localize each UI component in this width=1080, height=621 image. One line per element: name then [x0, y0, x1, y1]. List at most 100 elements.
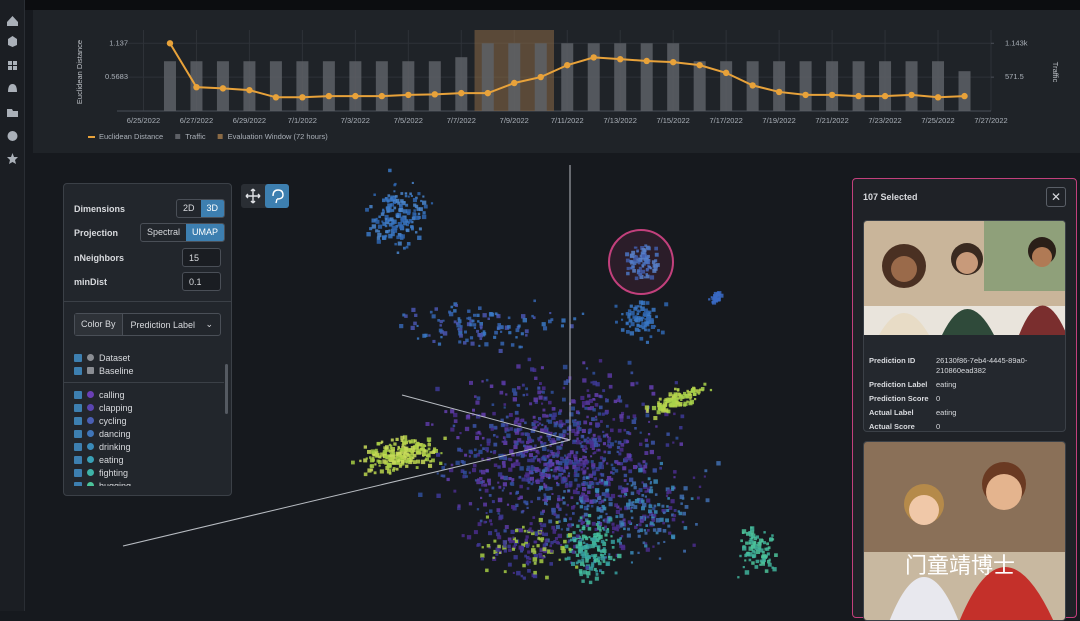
- checkbox[interactable]: [74, 481, 82, 486]
- embedding-point: [603, 518, 608, 523]
- embedding-point: [450, 409, 455, 414]
- embedding-point: [466, 535, 472, 540]
- embedding-point: [590, 481, 595, 486]
- checkbox[interactable]: [74, 403, 82, 412]
- embedding-point: [636, 323, 640, 327]
- image-thumbnail: [864, 442, 1065, 620]
- home-icon[interactable]: [7, 16, 18, 26]
- embedding-point: [603, 553, 606, 556]
- star-icon[interactable]: [7, 153, 18, 164]
- close-button[interactable]: ✕: [1046, 187, 1066, 207]
- embedding-point: [692, 543, 696, 547]
- color-swatch: [87, 404, 94, 411]
- embedding-point: [548, 453, 552, 457]
- embedding-point: [673, 509, 677, 512]
- embedding-point: [650, 318, 654, 322]
- option[interactable]: UMAP: [186, 224, 225, 241]
- embedding-point: [475, 431, 479, 435]
- x-tick-label: 7/7/2022: [447, 116, 476, 125]
- embedding-point: [639, 336, 644, 341]
- embedding-point: [528, 453, 533, 458]
- embedding-point: [369, 456, 372, 459]
- bar: [481, 43, 494, 112]
- min-dist-input[interactable]: 0.1: [182, 272, 221, 291]
- embedding-point: [431, 423, 434, 426]
- move-tool[interactable]: [241, 184, 265, 208]
- embedding-point: [671, 517, 676, 522]
- embedding-point: [587, 394, 591, 398]
- embedding-point: [525, 478, 529, 482]
- embedding-point: [558, 433, 563, 438]
- embedding-point: [568, 547, 572, 551]
- embedding-point: [644, 531, 648, 535]
- embedding-point: [536, 420, 539, 424]
- embedding-point: [562, 501, 566, 505]
- lasso-tool[interactable]: [265, 184, 289, 208]
- embedding-point: [531, 314, 534, 318]
- embedding-point: [633, 306, 638, 311]
- embedding-point: [621, 313, 624, 316]
- folder-icon[interactable]: [7, 109, 18, 117]
- embedding-point: [751, 561, 755, 565]
- checkbox[interactable]: [74, 366, 82, 375]
- embedding-point: [486, 438, 491, 443]
- color-by-select[interactable]: Color By Prediction Label ⌄: [74, 313, 221, 336]
- embedding-point: [560, 456, 564, 461]
- embedding-point: [651, 518, 656, 522]
- result-card[interactable]: Prediction ID 26130f86-7eb4-4445-89a0-210…: [863, 220, 1066, 432]
- embedding-point: [617, 553, 622, 559]
- checkbox[interactable]: [74, 353, 82, 362]
- embedding-point: [602, 519, 605, 522]
- embedding-point: [713, 291, 717, 295]
- embedding-point: [651, 260, 656, 264]
- checkbox[interactable]: [74, 416, 82, 425]
- embedding-point: [585, 367, 589, 370]
- bell-icon[interactable]: [8, 84, 17, 92]
- n-neighbors-input[interactable]: 15: [182, 248, 221, 267]
- bar: [773, 61, 786, 111]
- embedding-point: [525, 502, 529, 506]
- embedding-point: [526, 563, 530, 566]
- embedding-point: [578, 462, 583, 467]
- embedding-point: [479, 322, 483, 326]
- bar: [561, 43, 574, 112]
- option[interactable]: 3D: [200, 200, 225, 217]
- embedding-point: [539, 559, 544, 564]
- embedding-point: [492, 411, 496, 416]
- embedding-point: [511, 547, 515, 551]
- y-tick-label: 0.5683: [105, 72, 128, 81]
- checkbox[interactable]: [74, 468, 82, 477]
- option[interactable]: 2D: [183, 203, 195, 213]
- embedding-point: [658, 397, 662, 401]
- embedding-point: [476, 508, 480, 511]
- embedding-point: [635, 257, 639, 261]
- embedding-point: [761, 557, 766, 563]
- grid-icon[interactable]: [8, 61, 12, 65]
- embedding-point: [527, 357, 532, 362]
- checkbox[interactable]: [74, 442, 82, 451]
- embedding-point: [595, 537, 600, 542]
- embedding-point: [771, 534, 774, 537]
- option[interactable]: Spectral: [147, 227, 181, 237]
- embedding-point: [597, 412, 601, 416]
- embedding-point: [564, 557, 568, 561]
- embedding-point: [528, 557, 532, 561]
- cube-icon[interactable]: [8, 36, 17, 47]
- embedding-point: [543, 462, 547, 467]
- embedding-point: [455, 304, 458, 307]
- color-swatch: [87, 443, 94, 450]
- checkbox[interactable]: [74, 455, 82, 464]
- embedding-point: [568, 484, 572, 488]
- result-card[interactable]: [863, 441, 1066, 621]
- embedding-point: [625, 312, 630, 316]
- embedding-point: [562, 469, 566, 472]
- checkbox[interactable]: [74, 390, 82, 399]
- embedding-point: [675, 400, 679, 405]
- embedding-point: [596, 482, 600, 486]
- color-swatch: [87, 391, 94, 398]
- embedding-point: [498, 325, 501, 328]
- embedding-point: [597, 521, 601, 525]
- embedding-point: [567, 556, 571, 561]
- checkbox[interactable]: [74, 429, 82, 438]
- cloud-icon[interactable]: [7, 131, 18, 141]
